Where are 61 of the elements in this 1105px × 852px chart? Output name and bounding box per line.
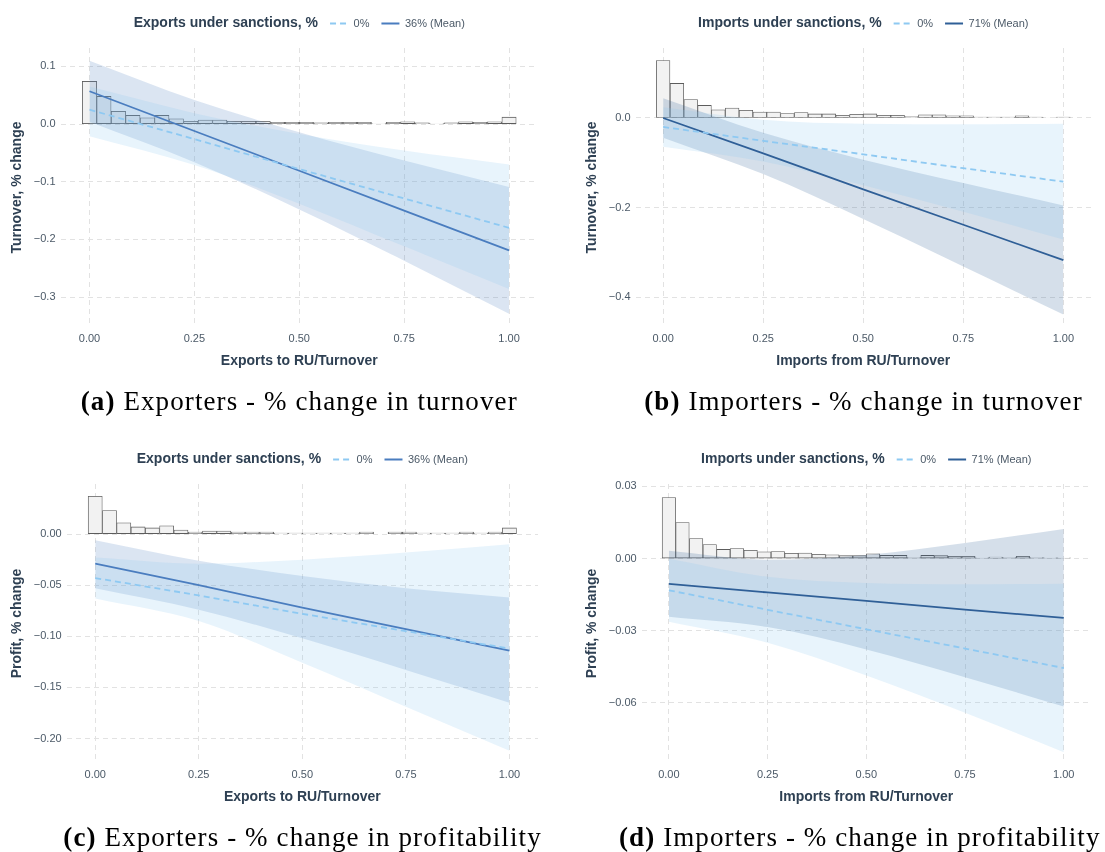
- legend-label: 71% (Mean): [971, 452, 1032, 465]
- y-tick-label: −0.4: [608, 290, 631, 303]
- y-tick-label: −0.2: [608, 200, 631, 213]
- y-tick-label: −0.06: [608, 695, 637, 708]
- text: (c) Exporters - % change in profitability: [63, 822, 542, 852]
- legend-label: 36% (Mean): [404, 16, 465, 29]
- y-tick-label: 0.03: [615, 479, 637, 492]
- y-axis-title: Profit, % change: [8, 568, 25, 679]
- x-axis-title: Imports from RU/Turnover: [779, 788, 954, 805]
- y-tick-label: 0.0: [615, 111, 631, 124]
- text: (a) Exporters - % change in turnover: [80, 386, 518, 416]
- x-tick-label: 0.50: [288, 331, 310, 344]
- y-tick-label: −0.15: [33, 680, 62, 693]
- y-tick-label: −0.3: [33, 290, 56, 303]
- legend-label: 0%: [353, 16, 370, 29]
- legend-title: Imports under sanctions, %: [701, 450, 886, 467]
- x-tick-label: 0.75: [954, 767, 976, 780]
- x-tick-label: 0.50: [291, 767, 314, 780]
- y-tick-label: 0.1: [40, 59, 56, 72]
- y-tick-label: −0.05: [33, 578, 62, 591]
- x-tick-label: 0.75: [395, 767, 417, 780]
- y-axis-title: Turnover, % change: [8, 121, 25, 254]
- legend-title: Exports under sanctions, %: [133, 14, 319, 31]
- x-axis-title: Imports from RU/Turnover: [776, 352, 951, 369]
- y-tick-label: 0.0: [40, 117, 56, 130]
- x-tick-label: 0.25: [188, 767, 210, 780]
- x-tick-label: 0.50: [855, 767, 878, 780]
- x-tick-label: 1.00: [1053, 767, 1075, 780]
- legend-label: 0%: [917, 16, 934, 29]
- x-tick-label: 0.25: [756, 767, 779, 780]
- y-tick-label: 0.00: [40, 527, 62, 540]
- x-tick-label: 0.00: [78, 331, 101, 344]
- y-tick-label: 0.00: [615, 551, 637, 564]
- y-tick-label: −0.1: [33, 174, 56, 187]
- x-tick-label: 0.25: [752, 331, 774, 344]
- text: (d) Importers - % change in profitability: [619, 822, 1101, 852]
- y-tick-label: −0.03: [608, 623, 637, 636]
- y-tick-label: −0.2: [33, 232, 56, 245]
- text: (b) Importers - % change in turnover: [644, 386, 1083, 416]
- x-tick-label: 0.25: [183, 331, 206, 344]
- x-tick-label: 0.00: [84, 767, 106, 780]
- x-tick-label: 1.00: [1052, 331, 1075, 344]
- x-axis-title: Exports to RU/Turnover: [220, 352, 379, 369]
- x-axis-title: Exports to RU/Turnover: [223, 788, 382, 805]
- legend-label: 0%: [356, 452, 373, 465]
- x-tick-label: 0.50: [852, 331, 874, 344]
- legend-label: 36% (Mean): [407, 452, 468, 465]
- legend-label: 71% (Mean): [968, 16, 1029, 29]
- y-tick-label: −0.20: [33, 731, 62, 744]
- y-axis-title: Profit, % change: [583, 568, 600, 679]
- x-tick-label: 0.00: [658, 767, 680, 780]
- x-tick-label: 0.75: [393, 331, 415, 344]
- x-tick-label: 0.00: [652, 331, 674, 344]
- legend-label: 0%: [920, 452, 937, 465]
- x-tick-label: 0.75: [952, 331, 975, 344]
- x-tick-label: 1.00: [498, 331, 520, 344]
- y-axis-title: Turnover, % change: [583, 121, 600, 254]
- y-tick-label: −0.10: [33, 629, 62, 642]
- x-tick-label: 1.00: [498, 767, 521, 780]
- legend-title: Exports under sanctions, %: [136, 450, 322, 467]
- legend-title: Imports under sanctions, %: [698, 14, 883, 31]
